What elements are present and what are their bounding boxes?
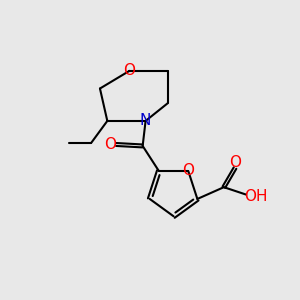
Text: OH: OH bbox=[244, 188, 268, 203]
Text: N: N bbox=[140, 113, 151, 128]
Text: O: O bbox=[104, 137, 116, 152]
Text: O: O bbox=[182, 164, 194, 178]
Text: O: O bbox=[123, 63, 135, 78]
Text: O: O bbox=[229, 155, 241, 170]
